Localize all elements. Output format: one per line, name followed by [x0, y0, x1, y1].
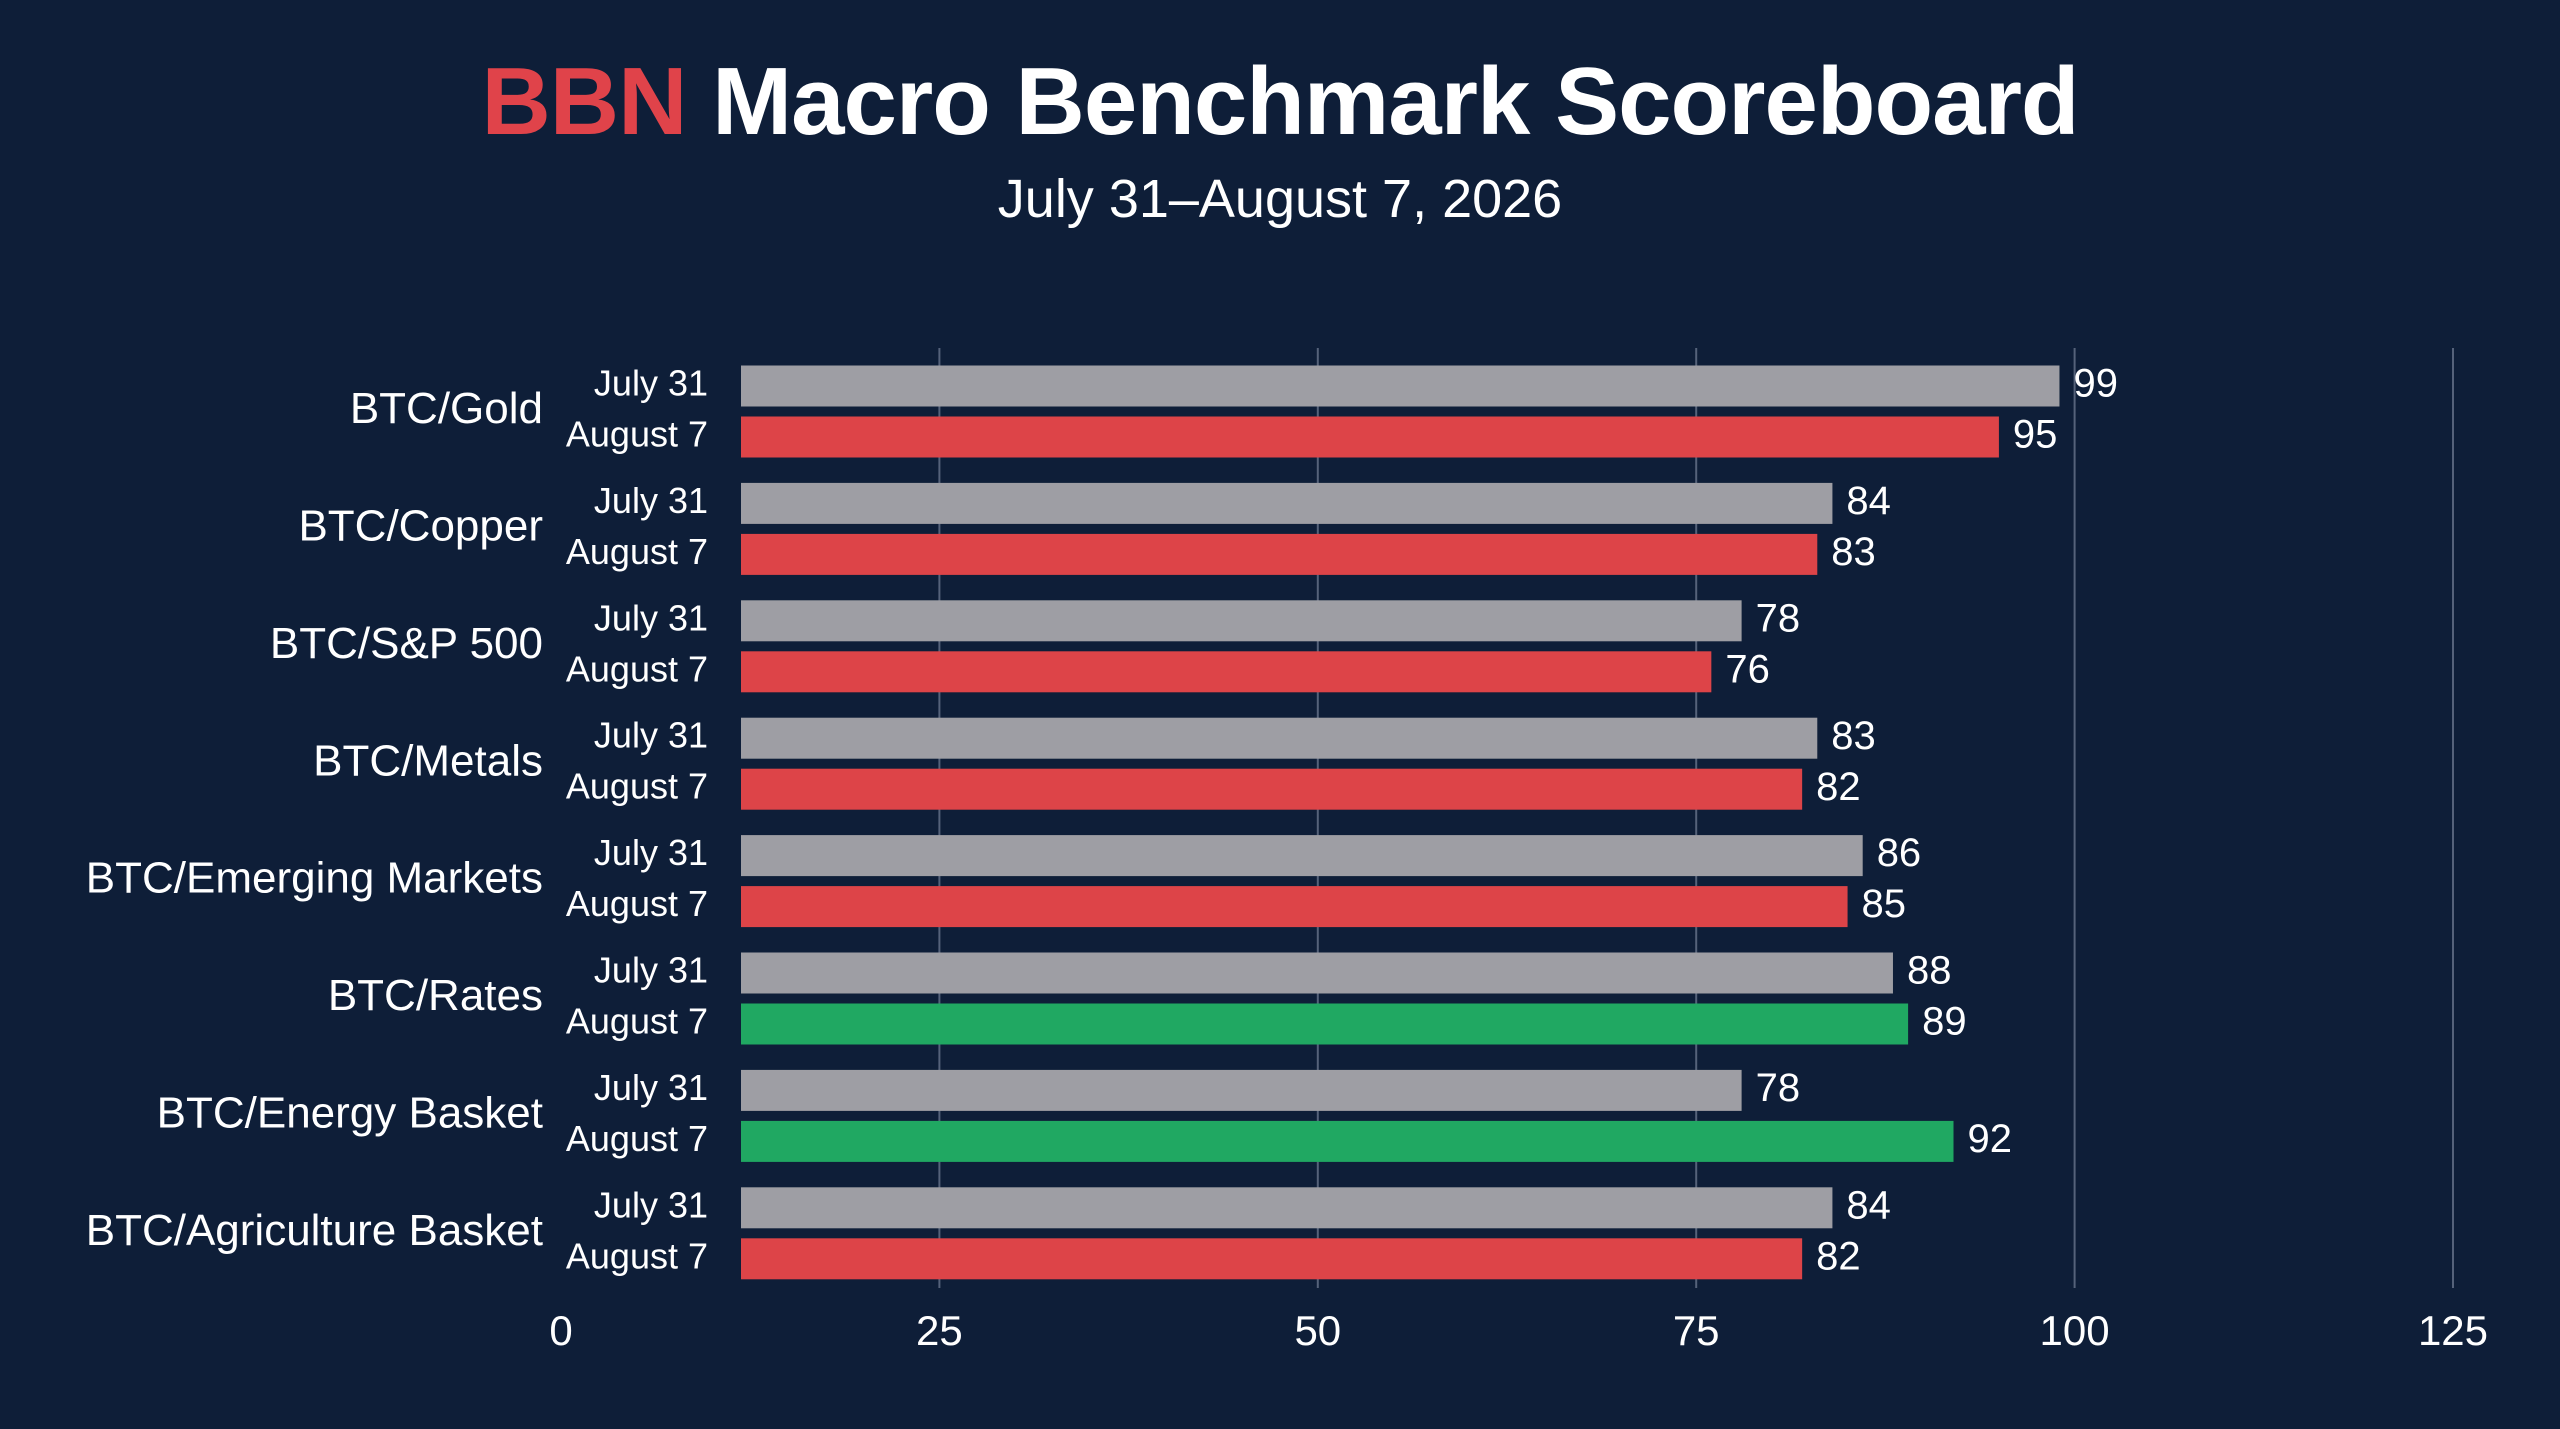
series-row-label: August 7 [566, 648, 708, 689]
category-label: BTC/Rates [328, 971, 543, 1020]
category-label: BTC/Gold [350, 384, 543, 433]
tick-label: 75 [1673, 1307, 1720, 1354]
bar-july-31 [741, 952, 1893, 994]
tick-label: 125 [2418, 1307, 2488, 1354]
data-label: 95 [2013, 413, 2057, 457]
series-row-label: July 31 [594, 832, 708, 873]
bar-july-31 [741, 365, 2060, 407]
series-row-label: July 31 [594, 1067, 708, 1108]
data-label: 85 [1862, 882, 1907, 926]
bar-july-31 [741, 600, 1742, 642]
data-label: 86 [1877, 831, 1922, 875]
bar-august-7 [741, 886, 1848, 928]
bar-july-31 [741, 835, 1863, 877]
data-label: 76 [1725, 647, 1770, 691]
data-label: 99 [2073, 362, 2118, 406]
series-row-label: July 31 [594, 715, 708, 756]
series-row-label: August 7 [566, 766, 708, 807]
data-label: 82 [1816, 765, 1861, 809]
series-row-label: August 7 [566, 1118, 708, 1159]
data-label: 92 [1968, 1117, 2013, 1161]
chart-subtitle: July 31–August 7, 2026 [997, 169, 1563, 229]
data-label: 78 [1756, 1066, 1801, 1110]
bar-august-7 [741, 416, 1999, 458]
series-row-label: August 7 [566, 414, 708, 455]
category-label: BTC/Energy Basket [157, 1089, 543, 1138]
series-row-label: August 7 [566, 531, 708, 572]
data-label: 88 [1907, 949, 1952, 993]
bar-august-7 [741, 1238, 1803, 1280]
series-row-label: August 7 [566, 883, 708, 924]
tick-label: 100 [2040, 1307, 2110, 1354]
bar-august-7 [741, 1120, 1954, 1162]
bar-layer [741, 365, 2060, 1280]
chart-title: BBN Macro Benchmark Scoreboard [0, 42, 2560, 162]
series-row-label: July 31 [594, 950, 708, 991]
series-row-label: July 31 [594, 1184, 708, 1225]
data-label: 83 [1831, 714, 1876, 758]
tick-label: 25 [916, 1307, 963, 1354]
tick-label: 0 [549, 1307, 572, 1354]
bar-july-31 [741, 482, 1833, 524]
data-label: 78 [1756, 596, 1801, 640]
data-label: 84 [1846, 479, 1891, 523]
category-label: BTC/Emerging Markets [86, 854, 543, 903]
series-row-label: August 7 [566, 1001, 708, 1042]
bar-august-7 [741, 651, 1712, 693]
series-row-label: August 7 [566, 1235, 708, 1276]
bar-august-7 [741, 533, 1818, 575]
category-label: BTC/Agriculture Basket [86, 1206, 543, 1255]
data-label: 89 [1922, 1000, 1967, 1044]
bar-july-31 [741, 717, 1818, 759]
series-row-label: July 31 [594, 363, 708, 404]
bar-august-7 [741, 768, 1803, 810]
series-row-label: July 31 [594, 480, 708, 521]
label-layer: 0 25 50 75 100 125 BTC/Gold July 31 99 August 7 95… [86, 362, 2488, 1355]
series-row-label: July 31 [594, 597, 708, 638]
category-label: BTC/S&P 500 [270, 619, 543, 668]
title-text: Macro Benchmark Scoreboard [712, 48, 2079, 155]
category-label: BTC/Copper [298, 502, 543, 551]
data-label: 82 [1816, 1234, 1861, 1278]
bar-july-31 [741, 1069, 1742, 1111]
data-label: 84 [1846, 1183, 1891, 1227]
bar-august-7 [741, 1003, 1909, 1045]
tick-label: 50 [1294, 1307, 1341, 1354]
title-brand: BBN [481, 48, 687, 155]
data-label: 83 [1831, 530, 1876, 574]
bar-july-31 [741, 1187, 1833, 1229]
category-label: BTC/Metals [313, 736, 543, 785]
